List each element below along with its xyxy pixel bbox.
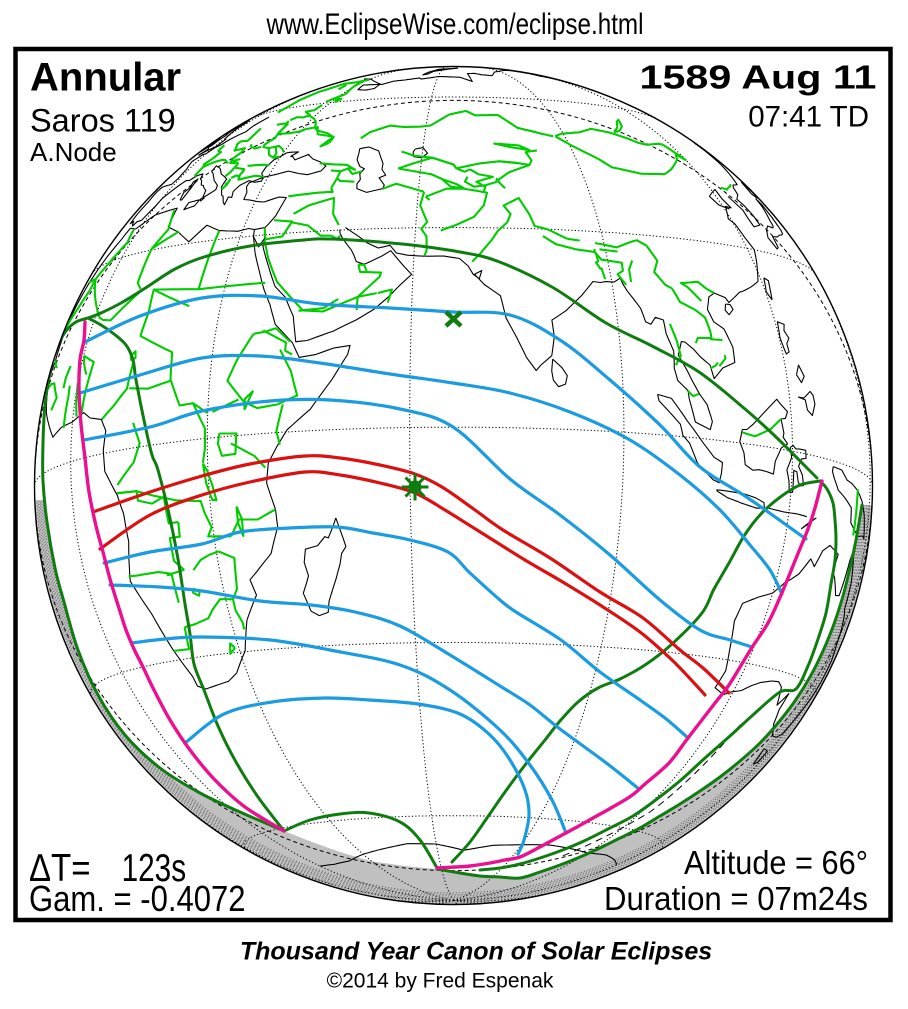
svg-text:07:41 TD: 07:41 TD (748, 101, 869, 134)
svg-text:Saros 119: Saros 119 (30, 103, 176, 139)
svg-text:1589 Aug 11: 1589 Aug 11 (640, 60, 877, 97)
svg-text:Duration = 07m24s: Duration = 07m24s (604, 880, 868, 917)
svg-text:Gam. = -0.4072: Gam. = -0.4072 (29, 878, 246, 919)
svg-text:www.EclipseWise.com/eclipse.ht: www.EclipseWise.com/eclipse.html (266, 8, 644, 41)
svg-text:Altitude = 66°: Altitude = 66° (684, 844, 868, 881)
svg-text:Thousand Year Canon of Solar E: Thousand Year Canon of Solar Eclipses (240, 938, 712, 966)
svg-text:Annular: Annular (30, 56, 181, 100)
svg-text:A.Node: A.Node (30, 137, 117, 167)
svg-text:123s: 123s (122, 847, 187, 890)
svg-text:©2014 by Fred Espenak: ©2014 by Fred Espenak (327, 970, 554, 993)
svg-text:ΔT=: ΔT= (29, 847, 91, 890)
